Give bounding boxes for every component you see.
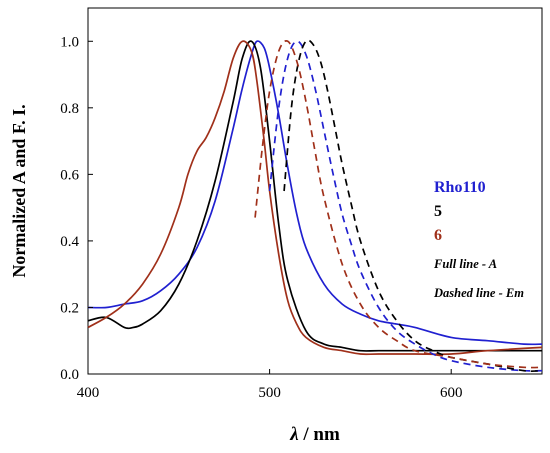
y-tick-label: 1.0 — [60, 34, 79, 50]
x-axis-label-symbol: λ — [289, 424, 298, 445]
series-line-compound5-abs — [87, 40, 542, 352]
y-tick-label: 0.0 — [60, 367, 79, 383]
x-tick-label: 600 — [440, 385, 463, 401]
y-tick-label: 0.4 — [60, 234, 79, 250]
legend: Rho110 5 6 Full line - A Dashed line - E… — [433, 179, 524, 300]
x-tick-label: 500 — [258, 385, 281, 401]
x-axis-label: λ / nm — [289, 424, 340, 445]
series-line-compound5-em — [283, 39, 543, 373]
y-tick-label: 0.8 — [60, 101, 79, 117]
y-tick-label: 0.6 — [60, 167, 79, 183]
legend-note-dashed-line: Dashed line - Em — [433, 286, 524, 300]
series-line-compound6-abs — [87, 40, 543, 356]
y-tick-label: 0.2 — [60, 300, 79, 316]
series-layer — [87, 39, 543, 373]
legend-entry-6: 6 — [434, 227, 442, 244]
y-axis-label: Normalized A and F. I. — [9, 104, 29, 277]
series-line-rho110-abs — [87, 40, 543, 346]
x-axis-label-unit: / nm — [299, 424, 340, 445]
series-line-compound6-em — [254, 40, 543, 369]
ticks-layer: 400 500 600 0.0 0.2 0.4 0.6 0.8 1.0 — [60, 34, 462, 401]
series-line-rho110-em — [268, 40, 543, 372]
legend-entry-rho110: Rho110 — [434, 179, 486, 196]
legend-note-full-line: Full line - A — [433, 257, 497, 271]
x-tick-label: 400 — [77, 385, 100, 401]
legend-entry-5: 5 — [434, 203, 442, 220]
plot-frame — [87, 7, 543, 375]
